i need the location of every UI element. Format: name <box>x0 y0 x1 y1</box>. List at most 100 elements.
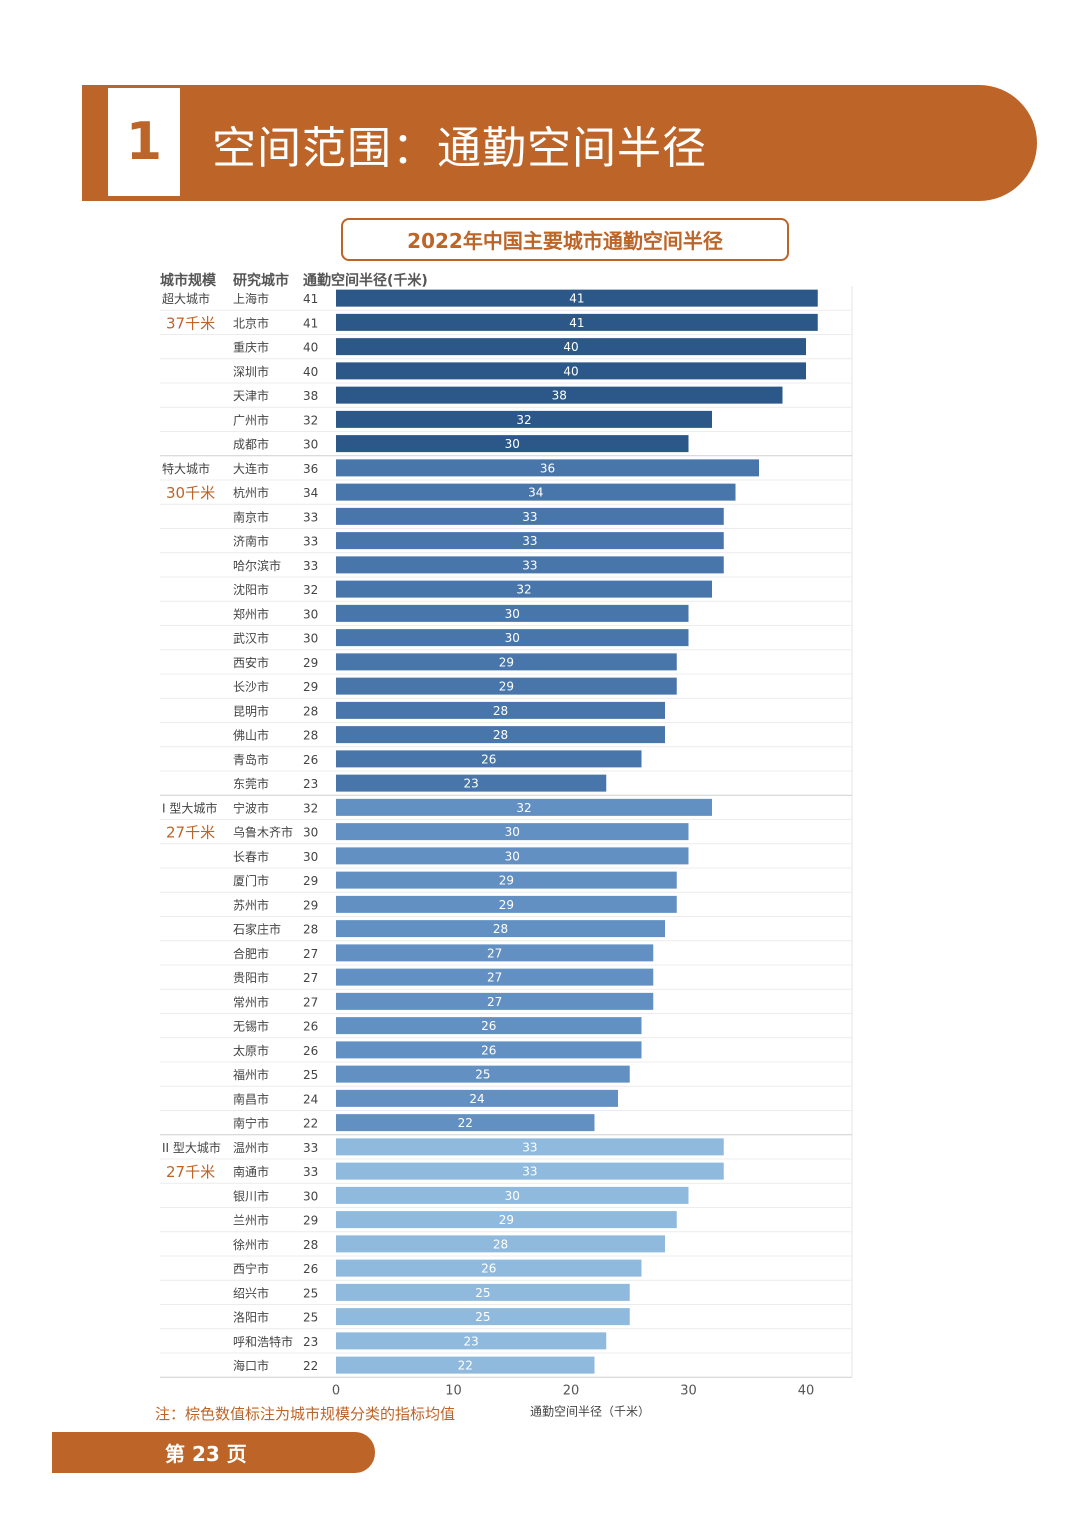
value-label: 24 <box>303 1092 318 1106</box>
bar-data-label: 28 <box>493 704 508 718</box>
city-label: 北京市 <box>233 315 269 330</box>
bar <box>336 435 689 453</box>
bar <box>336 362 806 380</box>
city-label: 长沙市 <box>233 679 269 694</box>
value-label: 30 <box>303 826 318 840</box>
value-label: 33 <box>303 1165 318 1179</box>
city-label: 佛山市 <box>233 728 269 743</box>
city-label: 福州市 <box>233 1067 269 1082</box>
city-label: 兰州市 <box>233 1213 269 1228</box>
header-scale: 城市规模 <box>160 273 216 289</box>
bar-data-label: 34 <box>528 486 543 500</box>
bar <box>336 1114 595 1132</box>
city-label: 宁波市 <box>233 800 269 815</box>
city-label: 石家庄市 <box>233 922 281 937</box>
bar <box>336 992 654 1010</box>
city-label: 西安市 <box>233 655 269 670</box>
value-label: 26 <box>303 1262 318 1276</box>
bar-data-label: 23 <box>463 777 478 791</box>
bar <box>336 653 677 671</box>
bar-data-label: 30 <box>505 631 520 645</box>
value-label: 40 <box>303 365 318 379</box>
bar-data-label: 30 <box>505 849 520 863</box>
value-label: 28 <box>303 704 318 718</box>
bar <box>336 1308 630 1326</box>
bar-data-label: 26 <box>481 752 496 766</box>
value-label: 25 <box>303 1068 318 1082</box>
bar-data-label: 29 <box>499 1213 514 1227</box>
bar-data-label: 33 <box>522 1140 537 1154</box>
bar <box>336 823 689 841</box>
group-mean-label: 37千米 <box>166 314 215 332</box>
bar-data-label: 33 <box>522 510 537 524</box>
bar-data-label: 28 <box>493 728 508 742</box>
city-label: 温州市 <box>233 1140 269 1155</box>
city-label: 合肥市 <box>233 946 269 961</box>
city-label: 徐州市 <box>233 1237 269 1252</box>
bar-data-label: 29 <box>499 655 514 669</box>
city-label: 厦门市 <box>233 873 269 888</box>
header-value: 通勤空间半径(千米) <box>303 273 428 289</box>
value-label: 41 <box>303 292 318 306</box>
city-label: 绍兴市 <box>233 1285 269 1300</box>
bar-data-label: 27 <box>487 995 502 1009</box>
bar-data-label: 30 <box>505 437 520 451</box>
value-label: 33 <box>303 535 318 549</box>
city-label: 南昌市 <box>233 1091 269 1106</box>
bar <box>336 871 677 889</box>
group-mean-label: 30千米 <box>166 484 215 502</box>
bar-data-label: 27 <box>487 946 502 960</box>
value-label: 28 <box>303 923 318 937</box>
value-label: 23 <box>303 1335 318 1349</box>
value-label: 32 <box>303 583 318 597</box>
city-label: 天津市 <box>233 388 269 403</box>
bar-data-label: 26 <box>481 1262 496 1276</box>
value-label: 33 <box>303 559 318 573</box>
bar-data-label: 28 <box>493 922 508 936</box>
bar-data-label: 29 <box>499 874 514 888</box>
bar-data-label: 36 <box>540 461 555 475</box>
bar <box>336 1041 642 1059</box>
x-tick-label: 40 <box>798 1383 815 1398</box>
value-label: 26 <box>303 1020 318 1034</box>
bar-data-label: 25 <box>475 1310 490 1324</box>
city-label: 银川市 <box>233 1188 269 1203</box>
group-mean-label: 27千米 <box>166 1163 215 1181</box>
bar <box>336 386 783 404</box>
bar-data-label: 25 <box>475 1068 490 1082</box>
bar <box>336 895 677 913</box>
bar <box>336 701 665 719</box>
bar <box>336 338 806 356</box>
value-label: 26 <box>303 1044 318 1058</box>
bar <box>336 798 712 816</box>
bar <box>336 1017 642 1035</box>
city-label: 常州市 <box>233 994 269 1009</box>
value-label: 29 <box>303 1214 318 1228</box>
value-label: 33 <box>303 1141 318 1155</box>
value-label: 38 <box>303 389 318 403</box>
bar <box>336 1065 630 1083</box>
value-label: 27 <box>303 947 318 961</box>
x-tick-label: 10 <box>445 1383 462 1398</box>
bar <box>336 459 759 477</box>
bar-data-label: 30 <box>505 1189 520 1203</box>
bar-data-label: 38 <box>552 389 567 403</box>
value-label: 41 <box>303 316 318 330</box>
bar <box>336 1138 724 1156</box>
value-label: 25 <box>303 1311 318 1325</box>
value-label: 30 <box>303 607 318 621</box>
city-label: 贵阳市 <box>233 970 269 985</box>
bar-data-label: 29 <box>499 898 514 912</box>
bar <box>336 532 724 550</box>
city-label: 武汉市 <box>233 631 269 646</box>
bar <box>336 410 712 428</box>
city-label: 东莞市 <box>233 776 269 791</box>
value-label: 32 <box>303 801 318 815</box>
group-label: 特大城市 <box>162 461 210 476</box>
bar <box>336 847 689 865</box>
bar <box>336 1235 665 1253</box>
bar-data-label: 32 <box>516 413 531 427</box>
bar-data-label: 22 <box>458 1116 473 1130</box>
bar <box>336 774 607 792</box>
city-label: 上海市 <box>233 291 269 306</box>
